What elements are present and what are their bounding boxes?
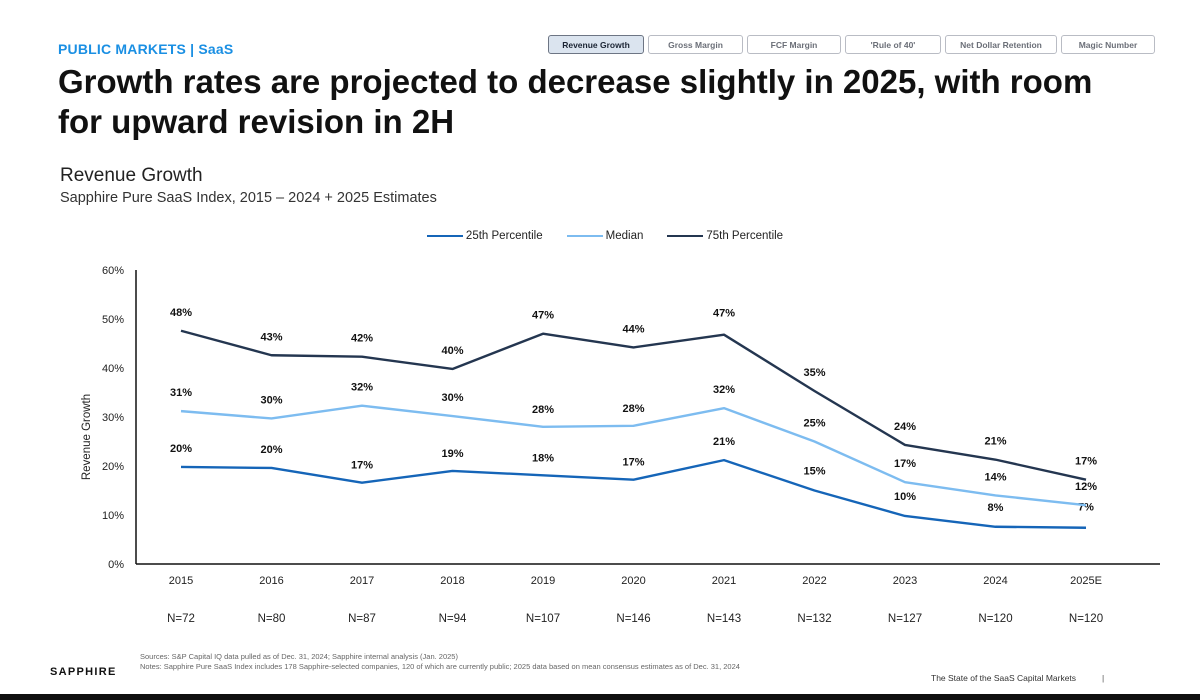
data-label-median: 32%: [351, 382, 373, 394]
y-tick-label: 50%: [102, 314, 124, 326]
sample-size-label: N=132: [797, 613, 831, 625]
tab-net-dollar-retention[interactable]: Net Dollar Retention: [945, 35, 1057, 54]
data-label-75th-percentile: 21%: [984, 436, 1006, 448]
data-label-25th-percentile: 20%: [260, 444, 282, 456]
sample-size-label: N=87: [348, 613, 376, 625]
sample-size-label: N=143: [707, 613, 741, 625]
y-tick-label: 20%: [102, 461, 124, 473]
data-label-median: 32%: [713, 384, 735, 396]
sample-size-label: N=120: [1069, 613, 1103, 625]
tab-revenue-growth[interactable]: Revenue Growth: [548, 35, 644, 54]
data-label-25th-percentile: 8%: [988, 502, 1004, 514]
x-tick-label: 2016: [259, 575, 283, 587]
chart-legend: 25th Percentile Median 75th Percentile: [0, 230, 1200, 242]
x-tick-label: 2024: [983, 575, 1007, 587]
data-label-25th-percentile: 21%: [713, 436, 735, 448]
legend-label-75th: 75th Percentile: [706, 230, 784, 242]
tab-magic-number[interactable]: Magic Number: [1061, 35, 1155, 54]
chart-subtitle: Sapphire Pure SaaS Index, 2015 – 2024 + …: [60, 190, 437, 206]
footer-separator: |: [1102, 673, 1105, 683]
data-label-median: 31%: [170, 387, 192, 399]
sample-size-label: N=94: [439, 613, 467, 625]
publication-title: The State of the SaaS Capital Markets: [931, 673, 1077, 683]
data-label-median: 17%: [894, 458, 916, 470]
series-line-median: [180, 404, 1087, 507]
sources-note: Sources: S&P Capital IQ data pulled as o…: [140, 652, 458, 661]
y-tick-label: 60%: [102, 265, 124, 277]
legend-label-25th: 25th Percentile: [465, 230, 543, 242]
sample-size-label: N=72: [167, 613, 195, 625]
data-label-25th-percentile: 20%: [170, 443, 192, 455]
data-label-25th-percentile: 18%: [532, 452, 554, 464]
legend-item-25th-percentile: 25th Percentile: [426, 230, 543, 242]
data-label-25th-percentile: 17%: [622, 457, 644, 469]
page-headline: Growth rates are projected to decrease s…: [58, 63, 1093, 140]
sample-size-label: N=107: [526, 613, 560, 625]
x-tick-label: 2022: [802, 575, 826, 587]
data-label-75th-percentile: 47%: [713, 308, 735, 320]
data-label-75th-percentile: 44%: [622, 323, 644, 335]
x-tick-label: 2019: [531, 575, 555, 587]
footnotes: Sources: S&P Capital IQ data pulled as o…: [140, 652, 740, 671]
x-tick-label: 2023: [893, 575, 917, 587]
data-label-75th-percentile: 40%: [441, 345, 463, 357]
data-label-median: 12%: [1075, 481, 1097, 493]
series-line-25th-percentile: [180, 458, 1087, 529]
legend-label-median: Median: [605, 230, 644, 242]
sample-size-label: N=127: [888, 613, 922, 625]
metric-tabs: Revenue Growth Gross Margin FCF Margin '…: [548, 35, 1155, 54]
brand-logo-text: SAPPHIRE: [50, 666, 117, 678]
data-label-median: 25%: [803, 418, 825, 430]
data-label-75th-percentile: 35%: [803, 367, 825, 379]
data-label-median: 30%: [260, 394, 282, 406]
sample-size-label: N=120: [978, 613, 1012, 625]
legend-swatch-25th: [426, 234, 463, 238]
y-axis-title: Revenue Growth: [81, 394, 93, 480]
data-label-25th-percentile: 10%: [894, 491, 916, 503]
legend-swatch-75th: [667, 234, 704, 238]
sample-size-label: N=146: [616, 613, 650, 625]
data-label-75th-percentile: 43%: [260, 331, 282, 343]
tab-gross-margin[interactable]: Gross Margin: [648, 35, 743, 54]
data-label-25th-percentile: 15%: [803, 466, 825, 478]
y-tick-label: 30%: [102, 412, 124, 424]
section-eyebrow: PUBLIC MARKETS | SaaS: [58, 41, 234, 57]
revenue-growth-line-chart: 0% 10% 20% 30% 40% 50% 60% Revenue Growth 2015 N=…: [81, 265, 1160, 625]
sample-size-label: N=80: [258, 613, 286, 625]
x-tick-label: 2021: [712, 575, 736, 587]
legend-item-75th-percentile: 75th Percentile: [667, 230, 783, 242]
x-tick-label: 2015: [169, 575, 193, 587]
data-label-75th-percentile: 47%: [532, 310, 554, 322]
data-label-75th-percentile: 42%: [351, 333, 373, 345]
data-label-median: 14%: [984, 471, 1006, 483]
x-tick-label: 2020: [621, 575, 645, 587]
tab-fcf-margin[interactable]: FCF Margin: [747, 35, 841, 54]
notes-note: Notes: Sapphire Pure SaaS Index includes…: [140, 661, 740, 671]
x-tick-label: 2025E: [1070, 575, 1102, 587]
data-label-median: 28%: [622, 403, 644, 415]
series-line-75th-percentile: [180, 329, 1087, 481]
data-label-median: 28%: [532, 404, 554, 416]
data-label-median: 30%: [441, 392, 463, 404]
tab-rule-of-40[interactable]: 'Rule of 40': [845, 35, 941, 54]
data-label-75th-percentile: 48%: [170, 307, 192, 319]
y-tick-label: 0%: [108, 559, 124, 571]
x-tick-label: 2018: [440, 575, 464, 587]
legend-item-median: Median: [566, 230, 644, 242]
chart-title: Revenue Growth: [60, 165, 203, 186]
data-label-25th-percentile: 19%: [441, 448, 463, 460]
x-tick-label: 2017: [350, 575, 374, 587]
data-label-75th-percentile: 17%: [1075, 456, 1097, 468]
data-label-25th-percentile: 17%: [351, 460, 373, 472]
data-label-75th-percentile: 24%: [894, 421, 916, 433]
legend-swatch-median: [566, 234, 603, 238]
y-tick-label: 40%: [102, 363, 124, 375]
bottom-strip: [0, 694, 1200, 700]
y-tick-label: 10%: [102, 510, 124, 522]
